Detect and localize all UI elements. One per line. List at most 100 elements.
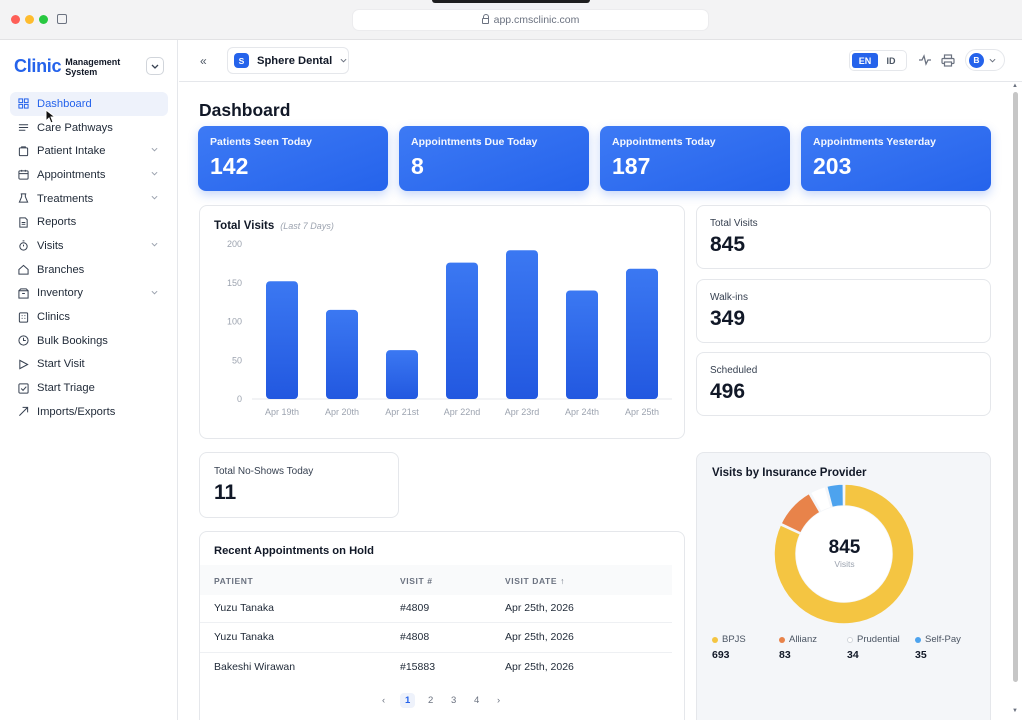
legend-text: Prudential bbox=[857, 634, 900, 645]
box-icon bbox=[18, 288, 29, 299]
table-cell-patient: Yuzu Tanaka bbox=[214, 602, 274, 614]
column-header-visit-number[interactable]: VISIT # bbox=[400, 576, 433, 586]
sidebar-item-inventory[interactable]: Inventory bbox=[10, 282, 168, 306]
sidebar-item-clinics[interactable]: Clinics bbox=[10, 305, 168, 329]
legend-text: BPJS bbox=[722, 634, 746, 645]
sidebar-item-label: Start Triage bbox=[37, 382, 95, 395]
no-shows-card: Total No-Shows Today 11 bbox=[199, 452, 399, 518]
stat-value: 187 bbox=[612, 153, 651, 179]
sidebar-item-care-pathways[interactable]: Care Pathways bbox=[10, 116, 168, 140]
logo-sub-text: Management System bbox=[65, 57, 120, 77]
x-tick-label: Apr 23rd bbox=[505, 407, 540, 417]
scroll-up-arrow-icon[interactable]: ▲ bbox=[1012, 83, 1018, 89]
play-icon bbox=[18, 359, 29, 370]
collapse-sidebar-button[interactable]: « bbox=[200, 54, 207, 68]
legend-text: Self-Pay bbox=[925, 634, 961, 645]
stat-label: Patients Seen Today bbox=[210, 136, 312, 148]
clinic-badge: S bbox=[234, 53, 249, 68]
stat-card-appointments-due[interactable]: Appointments Due Today 8 bbox=[399, 126, 589, 191]
pagination-page-3[interactable]: 3 bbox=[451, 695, 457, 706]
metric-label: Walk-ins bbox=[710, 292, 748, 303]
scroll-down-arrow-icon[interactable]: ▼ bbox=[1012, 708, 1018, 714]
chevron-down-icon bbox=[151, 64, 159, 69]
printer-icon[interactable] bbox=[941, 54, 955, 67]
legend-item: Self-Pay 35 bbox=[915, 634, 961, 661]
table-row[interactable] bbox=[200, 593, 672, 623]
sidebar-item-label: Imports/Exports bbox=[37, 405, 116, 418]
legend-text: Allianz bbox=[789, 634, 817, 645]
legend-label: Allianz bbox=[779, 634, 817, 645]
sidebar-item-reports[interactable]: Reports bbox=[10, 210, 168, 234]
bar[interactable] bbox=[566, 290, 598, 400]
bar[interactable] bbox=[326, 309, 358, 399]
maximize-window-button[interactable] bbox=[39, 15, 48, 24]
sidebar-item-treatments[interactable]: Treatments bbox=[10, 187, 168, 211]
bar[interactable] bbox=[626, 268, 658, 399]
bar[interactable] bbox=[446, 262, 478, 399]
close-window-button[interactable] bbox=[11, 15, 20, 24]
user-menu-button[interactable]: B bbox=[965, 49, 1005, 71]
sidebar-item-start-triage[interactable]: Start Triage bbox=[10, 376, 168, 400]
chart-subtitle: (Last 7 Days) bbox=[280, 221, 334, 231]
column-header-patient[interactable]: PATIENT bbox=[214, 576, 254, 586]
legend-item: BPJS 693 bbox=[712, 634, 746, 661]
y-tick-label: 0 bbox=[237, 394, 242, 404]
bar[interactable] bbox=[386, 350, 418, 399]
sidebar-item-appointments[interactable]: Appointments bbox=[10, 163, 168, 187]
bar[interactable] bbox=[266, 281, 298, 399]
sidebar-item-visits[interactable]: Visits bbox=[10, 234, 168, 258]
stat-card-patients-seen[interactable]: Patients Seen Today 142 bbox=[198, 126, 388, 191]
pagination-page-4[interactable]: 4 bbox=[474, 695, 480, 706]
lang-en-button[interactable]: EN bbox=[852, 53, 878, 68]
sidebar-item-patient-intake[interactable]: Patient Intake bbox=[10, 139, 168, 163]
browser-chrome: app.cmsclinic.com bbox=[0, 0, 1022, 40]
clock-icon bbox=[18, 335, 29, 346]
sidebar-item-start-visit[interactable]: Start Visit bbox=[10, 353, 168, 377]
column-header-visit-date[interactable]: VISIT DATE ↑ bbox=[505, 576, 565, 586]
pagination-next-button[interactable]: › bbox=[497, 695, 501, 706]
sidebar-item-dashboard[interactable]: Dashboard bbox=[10, 92, 168, 116]
x-tick-label: Apr 22nd bbox=[444, 407, 481, 417]
pagination-page-1[interactable]: 1 bbox=[400, 693, 416, 708]
activity-icon[interactable] bbox=[918, 54, 932, 66]
table-row[interactable] bbox=[200, 623, 672, 653]
stat-card-appointments-yesterday[interactable]: Appointments Yesterday 203 bbox=[801, 126, 991, 191]
chevron-down-icon bbox=[151, 195, 158, 200]
minimize-window-button[interactable] bbox=[25, 15, 34, 24]
sidebar-item-imports-exports[interactable]: Imports/Exports bbox=[10, 400, 168, 424]
lang-id-button[interactable]: ID bbox=[886, 55, 896, 66]
page-scrollbar[interactable] bbox=[1013, 92, 1018, 682]
logo-sub-line-2: System bbox=[65, 66, 98, 77]
sidebar-menu-toggle-button[interactable] bbox=[146, 57, 164, 75]
table-cell-visit-number: #4808 bbox=[400, 631, 430, 643]
sidebar-item-branches[interactable]: Branches bbox=[10, 258, 168, 282]
top-bar: « S Sphere Dental EN ID B bbox=[179, 40, 1022, 82]
tab-overview-icon[interactable] bbox=[57, 14, 67, 24]
chevron-down-icon bbox=[340, 58, 347, 63]
donut-hole bbox=[796, 506, 892, 602]
app-logo[interactable]: Clinic Management System bbox=[14, 56, 120, 77]
arrow-diagonal-icon bbox=[18, 406, 29, 417]
legend-value: 693 bbox=[712, 649, 730, 661]
sidebar-item-bulk-bookings[interactable]: Bulk Bookings bbox=[10, 329, 168, 353]
chevron-down-icon bbox=[151, 148, 158, 152]
donut-total-label: Visits bbox=[834, 559, 855, 569]
address-bar[interactable]: app.cmsclinic.com bbox=[353, 10, 708, 30]
sidebar-item-label: Inventory bbox=[37, 287, 84, 300]
legend-value: 34 bbox=[847, 649, 859, 661]
pagination-page-2[interactable]: 2 bbox=[428, 695, 434, 706]
table-cell-visit-number: #15883 bbox=[400, 661, 436, 673]
stat-card-appointments-today[interactable]: Appointments Today 187 bbox=[600, 126, 790, 191]
clinic-selector[interactable]: S Sphere Dental bbox=[227, 47, 349, 74]
total-visits-chart-card: Total Visits (Last 7 Days) 0 50 100 150 200 Ap… bbox=[199, 205, 685, 439]
table-cell-visit-number: #4809 bbox=[400, 602, 430, 614]
legend-label: Self-Pay bbox=[915, 634, 961, 645]
grid-icon bbox=[18, 98, 29, 109]
pagination-prev-button[interactable]: ‹ bbox=[382, 695, 386, 706]
bar[interactable] bbox=[506, 250, 538, 399]
table-header bbox=[200, 565, 672, 595]
sidebar-item-label: Clinics bbox=[37, 311, 70, 324]
chevron-down-icon bbox=[151, 171, 158, 176]
sidebar-item-label: Start Visit bbox=[37, 358, 85, 371]
table-cell-patient: Yuzu Tanaka bbox=[214, 631, 274, 643]
